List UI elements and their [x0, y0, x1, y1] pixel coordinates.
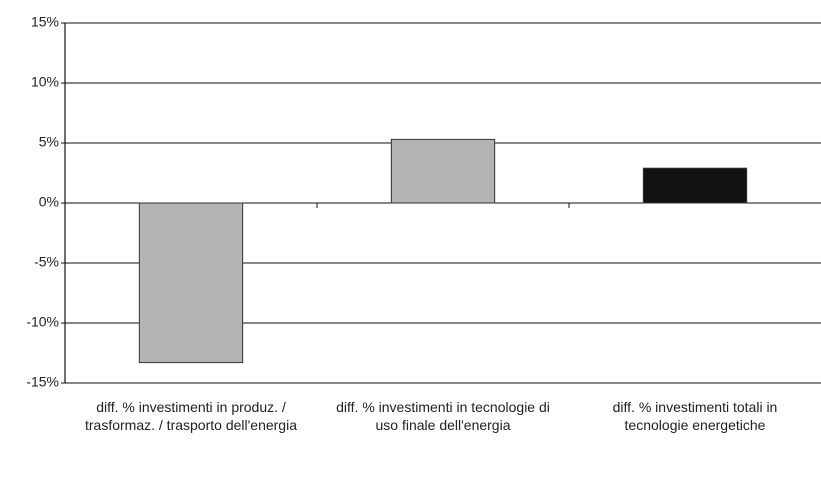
y-tick-label: -10% [26, 314, 59, 330]
x-tick-label: diff. % investimenti totali in tecnologi… [612, 399, 778, 433]
bar [138, 202, 244, 364]
y-tick-label: -15% [26, 374, 59, 390]
y-tick-label: 5% [39, 134, 59, 150]
x-tick-label: diff. % investimenti in produz. / trasfo… [85, 399, 297, 433]
bar [390, 138, 496, 204]
y-tick-label: 10% [31, 74, 59, 90]
y-tick-label: -5% [34, 254, 59, 270]
x-tick-label: diff. % investimenti in tecnologie di us… [336, 399, 550, 433]
y-tick-label: 15% [31, 14, 59, 30]
bar [642, 167, 748, 204]
y-tick-label: 0% [39, 194, 59, 210]
